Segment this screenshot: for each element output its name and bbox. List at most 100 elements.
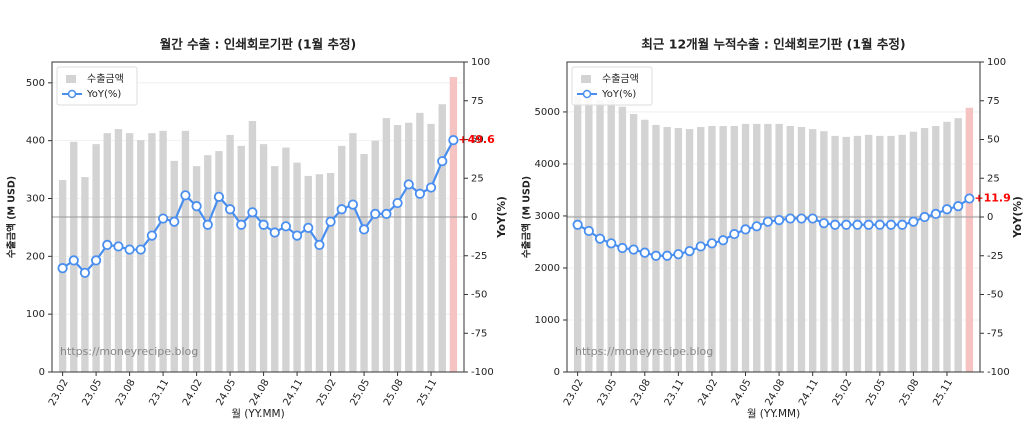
x-tick-label: 23.11 bbox=[663, 378, 687, 408]
y2-tick-label: 0 bbox=[987, 212, 993, 223]
y2-tick-label: 75 bbox=[471, 96, 484, 107]
yoy-marker bbox=[291, 230, 303, 241]
yoy-marker bbox=[818, 218, 829, 229]
x-tick-label: 24.02 bbox=[181, 378, 205, 408]
yoy-marker bbox=[113, 241, 124, 252]
watermark: https://moneyrecipe.blog bbox=[60, 345, 198, 358]
yoy-marker bbox=[684, 246, 695, 257]
yoy-marker bbox=[392, 197, 403, 209]
bar bbox=[248, 120, 257, 372]
bar bbox=[360, 153, 368, 372]
x-tick-label: 24.05 bbox=[730, 378, 754, 408]
x-tick-label: 25.05 bbox=[864, 378, 888, 408]
bar bbox=[371, 140, 379, 372]
yoy-marker bbox=[347, 199, 359, 210]
yoy-marker bbox=[381, 208, 392, 219]
bar bbox=[864, 134, 873, 372]
x-tick-label: 24.11 bbox=[281, 378, 305, 408]
value-label: +11.9 bbox=[974, 192, 1010, 205]
yoy-marker bbox=[303, 222, 314, 233]
bar bbox=[708, 125, 716, 373]
bar bbox=[326, 173, 335, 372]
bar bbox=[808, 129, 817, 372]
bar bbox=[786, 125, 794, 373]
yoy-marker bbox=[919, 211, 930, 223]
x-tick-label: 23.02 bbox=[562, 378, 586, 408]
yoy-marker bbox=[91, 255, 102, 266]
bar bbox=[965, 107, 974, 372]
yoy-marker bbox=[829, 219, 841, 230]
yoy-marker bbox=[785, 213, 796, 224]
y-tick-label: 400 bbox=[26, 136, 45, 147]
yoy-marker bbox=[213, 191, 225, 202]
bar bbox=[427, 123, 435, 372]
legend-swatch bbox=[581, 75, 591, 83]
bar bbox=[730, 125, 739, 373]
x-tick-label: 23.08 bbox=[114, 378, 138, 408]
yoy-marker bbox=[953, 201, 964, 212]
y2-tick-label: -75 bbox=[987, 328, 1003, 339]
y2-tick-label: 50 bbox=[987, 135, 1000, 146]
yoy-marker bbox=[606, 238, 617, 249]
yoy-marker bbox=[852, 219, 863, 230]
bar bbox=[237, 145, 245, 372]
yoy-marker bbox=[695, 241, 706, 252]
x-tick-label: 23.02 bbox=[47, 378, 71, 408]
y2-tick-label: 50 bbox=[471, 135, 484, 146]
bar bbox=[876, 135, 884, 372]
bar bbox=[282, 147, 290, 372]
bar bbox=[820, 131, 828, 372]
chart-title: 월간 수출 : 인쇄회로기판 (1월 추정) bbox=[160, 37, 356, 52]
yoy-marker bbox=[706, 238, 718, 249]
yoy-marker bbox=[729, 228, 740, 240]
yoy-marker bbox=[336, 204, 347, 215]
y-axis-label: 수출금액 (M USD) bbox=[521, 176, 533, 258]
bar bbox=[271, 166, 279, 372]
y2-tick-label: 25 bbox=[987, 173, 1000, 184]
bar bbox=[382, 118, 391, 373]
legend-marker bbox=[582, 89, 592, 99]
bar bbox=[943, 121, 951, 373]
bar bbox=[764, 123, 772, 373]
yoy-marker bbox=[718, 235, 729, 246]
bar bbox=[652, 124, 660, 372]
y-tick-label: 0 bbox=[554, 367, 560, 378]
bar bbox=[192, 166, 201, 372]
y-tick-label: 0 bbox=[39, 367, 45, 378]
yoy-marker bbox=[146, 230, 158, 241]
y2-tick-label: -75 bbox=[471, 328, 487, 339]
yoy-marker bbox=[370, 208, 381, 219]
y2-axis-label: YoY(%) bbox=[496, 196, 508, 239]
yoy-marker bbox=[358, 224, 370, 235]
y2-tick-label: 0 bbox=[471, 212, 477, 223]
bar bbox=[159, 130, 167, 372]
watermark: https://moneyrecipe.blog bbox=[575, 345, 713, 358]
y2-tick-label: -50 bbox=[471, 290, 487, 301]
y-tick-label: 3000 bbox=[535, 211, 560, 222]
yoy-marker bbox=[841, 219, 852, 230]
yoy-marker bbox=[236, 219, 247, 230]
axes-frame bbox=[51, 61, 465, 373]
yoy-marker bbox=[897, 219, 908, 230]
bar bbox=[573, 96, 582, 372]
yoy-marker bbox=[617, 242, 628, 254]
bar bbox=[338, 145, 346, 372]
yoy-marker bbox=[572, 219, 583, 230]
legend-label: YoY(%) bbox=[86, 89, 121, 100]
yoy-marker bbox=[448, 135, 459, 146]
yoy-marker bbox=[191, 201, 202, 212]
bar bbox=[215, 151, 223, 372]
bar bbox=[920, 128, 929, 372]
yoy-marker bbox=[224, 204, 236, 215]
bar bbox=[853, 135, 862, 372]
axes-frame bbox=[566, 61, 981, 373]
bar bbox=[137, 140, 145, 372]
legend-label: 수출금액 bbox=[602, 73, 639, 85]
bar bbox=[416, 112, 424, 373]
bar bbox=[349, 133, 357, 372]
yoy-marker bbox=[583, 225, 594, 237]
yoy-marker bbox=[403, 179, 414, 190]
y-tick-label: 5000 bbox=[535, 107, 560, 118]
y2-tick-label: -50 bbox=[987, 290, 1003, 301]
